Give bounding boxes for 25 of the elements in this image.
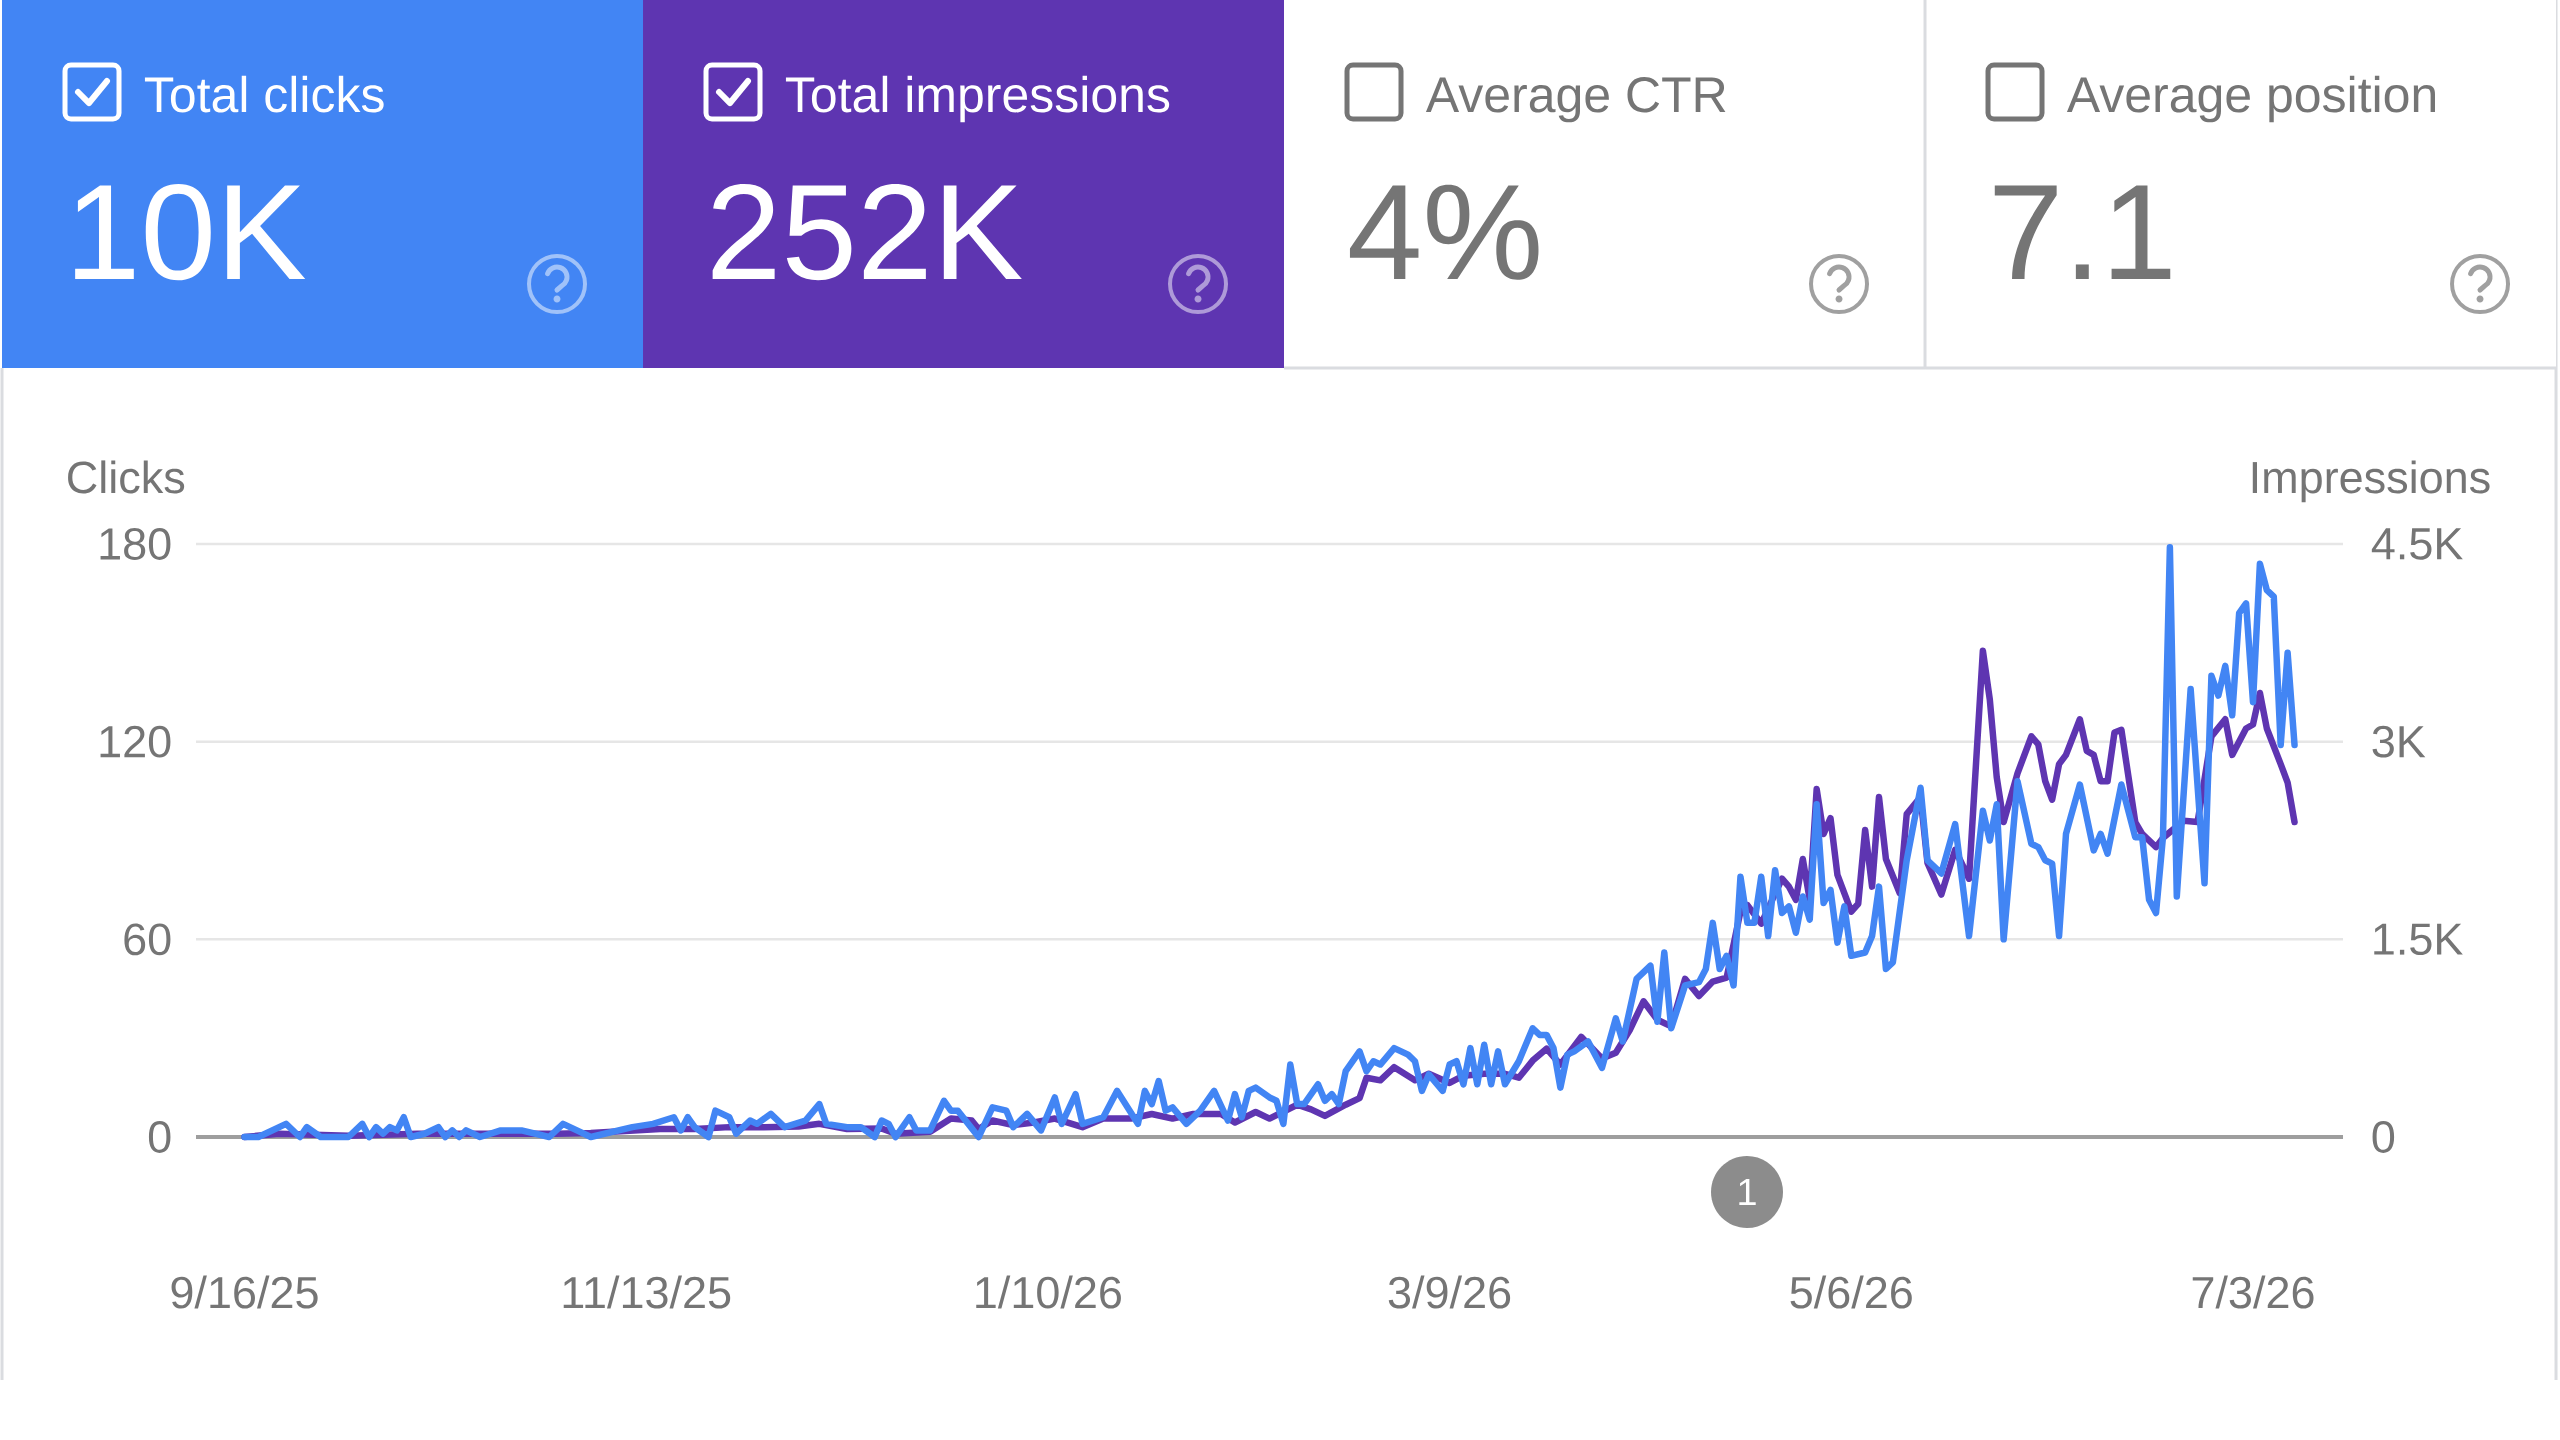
- text: 10K: [75, 184, 306, 281]
- x-tick-label: 9/16/25: [171, 1275, 318, 1309]
- y-axis-title: Clicks: [68, 460, 185, 494]
- text: 252K: [712, 184, 1022, 281]
- y2-tick-label: 1.5K: [2374, 923, 2463, 956]
- y2-tick-label: 3K: [2372, 725, 2426, 758]
- y-tick-label: 60: [124, 923, 171, 956]
- x-tick-label: 7/3/26: [2192, 1275, 2314, 1309]
- y2-tick-label: 0: [2372, 1121, 2395, 1153]
- text: 1: [1739, 1178, 1756, 1206]
- y-tick-label: 180: [100, 528, 171, 560]
- y2-axis-title: Impressions: [2252, 460, 2490, 503]
- category-label: Average CTR: [1425, 77, 1726, 123]
- x-tick-label: 3/9/26: [1388, 1275, 1511, 1309]
- x-tick-label: 5/6/26: [1790, 1275, 1912, 1309]
- x-tick-label: 11/13/25: [563, 1275, 731, 1309]
- x-tick-label: 1/10/26: [976, 1275, 1121, 1309]
- category-label: Average position: [2066, 75, 2435, 123]
- text: 4%: [1349, 184, 1539, 280]
- y-tick-label: 120: [100, 725, 171, 758]
- text: 7.1: [1994, 185, 2171, 280]
- y2-tick-label: 4.5K: [2371, 528, 2463, 560]
- category-label: Total clicks: [144, 75, 384, 113]
- y-tick-label: 0: [148, 1121, 171, 1153]
- category-label: Total impressions: [785, 75, 1170, 123]
